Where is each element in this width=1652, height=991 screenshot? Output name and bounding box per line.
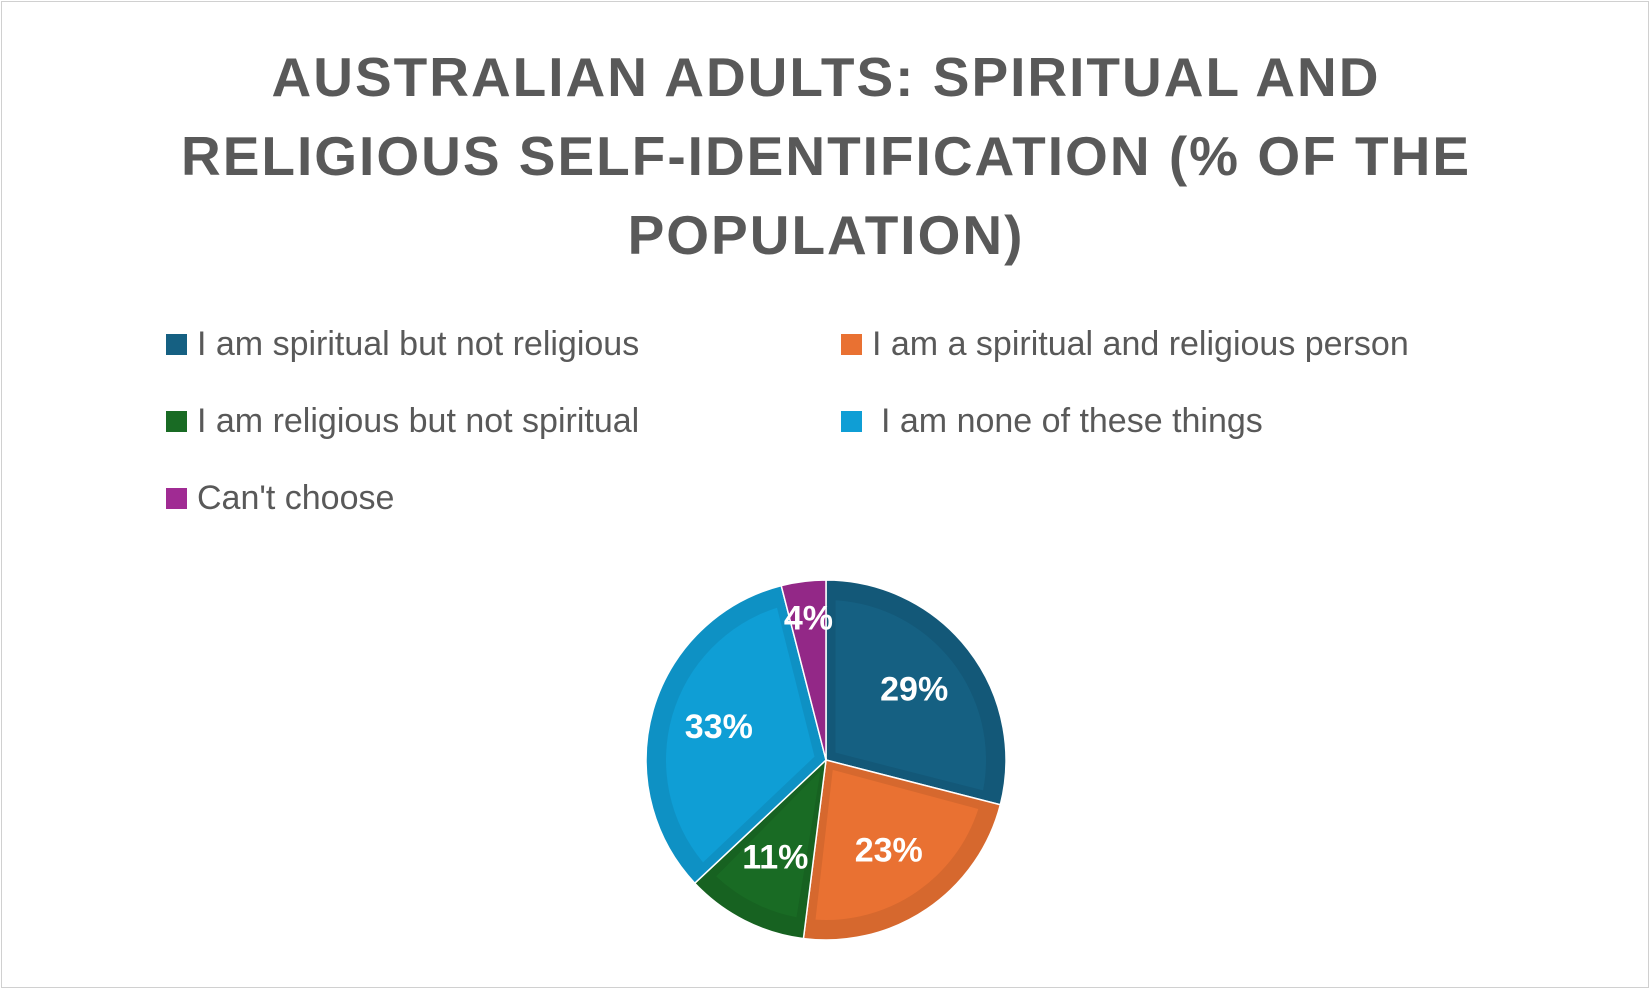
legend-item: I am a spiritual and religious person <box>841 324 1409 364</box>
legend-item: I am none of these things <box>841 401 1263 441</box>
legend-label: I am religious but not spiritual <box>197 401 640 440</box>
legend-swatch <box>841 410 862 432</box>
data-label: 29% <box>880 671 948 709</box>
legend-swatch <box>841 333 862 355</box>
legend-item: I am spiritual but not religious <box>166 324 639 364</box>
legend-label: I am spiritual but not religious <box>197 324 640 363</box>
pie-slice-face <box>665 607 815 863</box>
legend-label: I am a spiritual and religious person <box>872 324 1409 363</box>
legend-swatch <box>166 333 187 355</box>
legend-label: Can't choose <box>197 478 395 517</box>
data-label: 11% <box>742 838 808 876</box>
legend-swatch <box>166 410 187 432</box>
chart-title: AUSTRALIAN ADULTS: SPIRITUAL AND RELIGIO… <box>180 46 1471 266</box>
pie-slice-face <box>815 769 979 921</box>
data-label: 23% <box>855 831 923 869</box>
legend-swatch <box>166 487 187 509</box>
legend-item: I am religious but not spiritual <box>166 401 639 441</box>
legend-label: I am none of these things <box>881 401 1263 440</box>
legend-item: Can't choose <box>166 478 394 518</box>
pie-slice <box>780 579 827 761</box>
data-label: 4% <box>784 600 833 638</box>
pie-slice-face <box>716 770 821 918</box>
data-label: 33% <box>685 708 753 746</box>
pie-slice-face <box>835 600 986 791</box>
